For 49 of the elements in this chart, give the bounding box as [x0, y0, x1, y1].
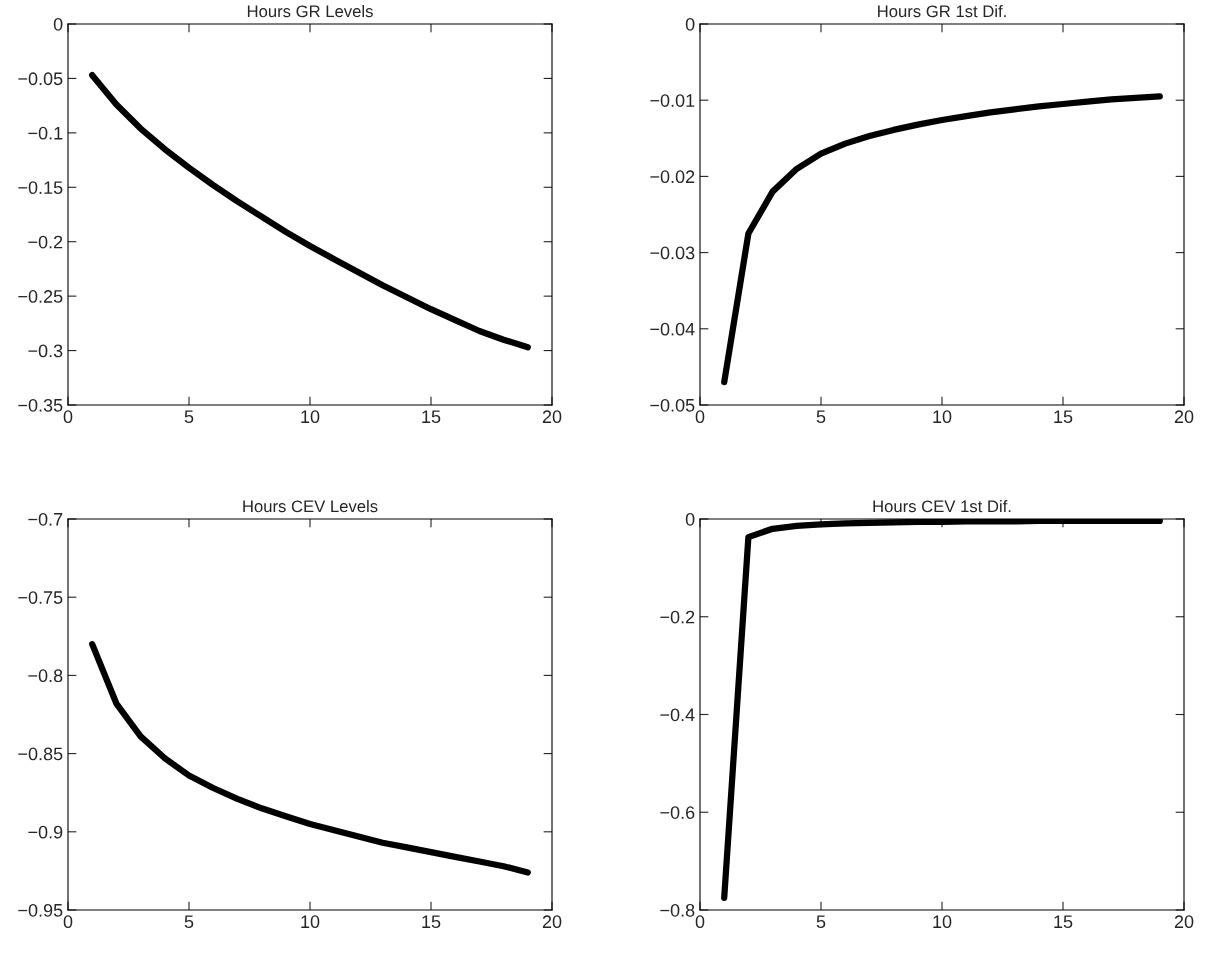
- x-tick-label: 0: [63, 915, 73, 929]
- x-tick-label: 15: [422, 410, 441, 424]
- y-tick-label: −0.1: [28, 126, 63, 140]
- y-tick-label: −0.03: [650, 246, 695, 260]
- y-tick-label: −0.75: [18, 591, 63, 604]
- y-tick-label: −0.2: [660, 610, 695, 624]
- x-tick-label: 10: [301, 915, 320, 929]
- x-tick-label: 5: [184, 915, 194, 929]
- y-tick-label: 0: [685, 17, 695, 31]
- y-tick-label: −0.02: [650, 170, 695, 184]
- y-tick-label: −0.85: [18, 747, 63, 761]
- y-tick-label: −0.95: [18, 903, 63, 917]
- y-tick-label: 0: [685, 512, 695, 526]
- x-tick-label: 20: [1174, 410, 1194, 424]
- y-tick-label: −0.3: [28, 344, 63, 358]
- y-tick-label: −0.7: [28, 512, 63, 526]
- x-tick-label: 20: [542, 410, 562, 424]
- y-tick-label: −0.05: [650, 398, 695, 412]
- x-tick-label: 0: [695, 915, 705, 929]
- x-tick-label: 10: [933, 915, 952, 929]
- x-tick-label: 10: [301, 410, 320, 424]
- x-tick-label: 5: [184, 410, 194, 424]
- x-tick-label: 0: [63, 410, 73, 424]
- chart-title: Hours GR 1st Dif.: [878, 4, 1006, 18]
- x-tick-label: 20: [542, 915, 562, 929]
- x-tick-label: 0: [695, 410, 705, 424]
- y-tick-label: −0.25: [18, 290, 63, 303]
- chart-title: Hours CEV 1st Dif.: [873, 499, 1011, 513]
- chart-title: Hours CEV Levels: [243, 499, 378, 513]
- y-tick-label: −0.8: [660, 903, 695, 917]
- y-tick-label: 0: [53, 17, 63, 31]
- y-tick-label: −0.8: [28, 669, 63, 683]
- x-tick-label: 15: [1054, 915, 1073, 929]
- y-tick-label: −0.05: [18, 72, 63, 86]
- y-tick-label: −0.15: [18, 181, 63, 195]
- x-tick-label: 15: [1054, 410, 1073, 424]
- y-tick-label: −0.6: [660, 806, 695, 819]
- x-tick-label: 15: [422, 915, 441, 929]
- y-tick-label: −0.01: [650, 94, 695, 107]
- x-tick-label: 5: [816, 915, 826, 929]
- x-tick-label: 20: [1174, 915, 1194, 929]
- x-tick-label: 5: [816, 410, 826, 424]
- x-tick-label: 10: [933, 410, 952, 424]
- y-tick-label: −0.9: [28, 825, 63, 839]
- y-tick-label: −0.2: [28, 235, 63, 249]
- y-tick-label: −0.4: [660, 708, 695, 722]
- y-tick-label: −0.35: [18, 398, 63, 412]
- y-tick-label: −0.04: [650, 322, 695, 336]
- chart-title: Hours GR Levels: [247, 4, 373, 18]
